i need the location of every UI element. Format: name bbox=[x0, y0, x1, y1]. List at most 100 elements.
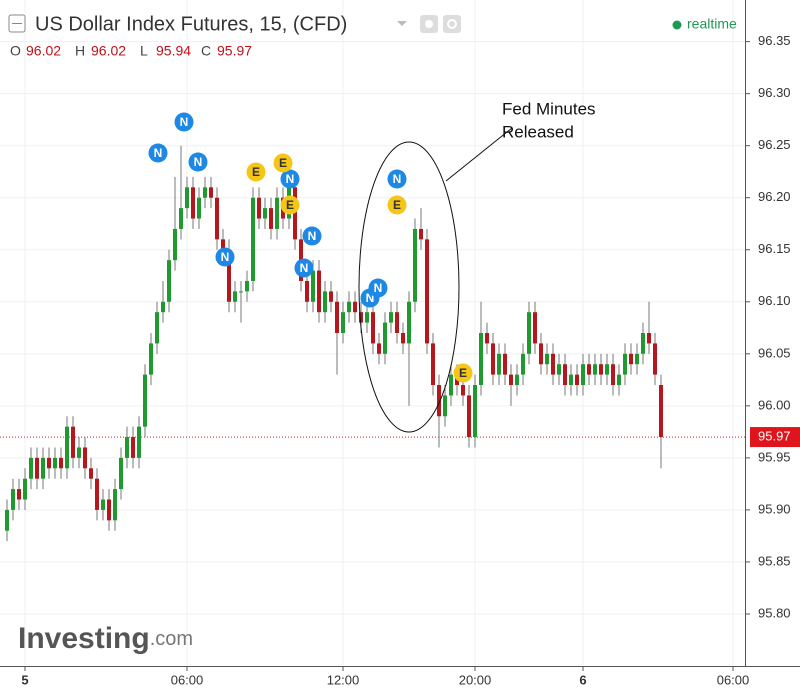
candle-body bbox=[185, 187, 189, 209]
candle-body bbox=[245, 280, 249, 292]
candle-body bbox=[437, 385, 441, 417]
event-label: N bbox=[286, 172, 295, 186]
candle-body bbox=[11, 489, 15, 510]
candle-body bbox=[605, 364, 609, 375]
watermark-domain: .com bbox=[150, 628, 193, 650]
event-marker[interactable] bbox=[148, 143, 168, 163]
ohlc-value: 95.97 bbox=[217, 43, 252, 59]
event-marker[interactable] bbox=[280, 169, 300, 189]
y-tick-label: 95.80 bbox=[758, 605, 791, 620]
candle-body bbox=[593, 364, 597, 375]
candle-body bbox=[221, 239, 225, 250]
event-label: N bbox=[308, 229, 317, 243]
ohlc-value: 96.02 bbox=[26, 43, 61, 59]
candle-body bbox=[509, 374, 513, 386]
annotation-line bbox=[445, 127, 513, 182]
candle-body bbox=[239, 291, 243, 293]
event-marker[interactable] bbox=[246, 162, 266, 182]
event-label: N bbox=[300, 261, 309, 275]
event-label: E bbox=[286, 198, 294, 212]
ohlc-label: C bbox=[201, 43, 211, 59]
candle-body bbox=[419, 228, 423, 240]
candle-body bbox=[23, 478, 27, 500]
candle-body bbox=[131, 437, 135, 458]
axis-labels: 95.80 95.85 95.90 95.95 96.00 96.05 96.10 96.15… bbox=[21, 33, 800, 687]
collapse-icon[interactable] bbox=[8, 14, 26, 33]
candle-body bbox=[443, 395, 447, 417]
candle-body bbox=[113, 489, 117, 521]
settings-icon-gear bbox=[447, 19, 457, 29]
candle-body bbox=[323, 291, 327, 313]
event-marker[interactable] bbox=[280, 195, 300, 215]
candle-body bbox=[335, 301, 339, 333]
x-tick-label: 6 bbox=[579, 672, 586, 687]
ohlc-value: 95.94 bbox=[156, 43, 191, 59]
event-marker[interactable] bbox=[453, 363, 473, 383]
x-tick-label: 06:00 bbox=[717, 672, 750, 687]
candle-body bbox=[557, 364, 561, 375]
event-label: E bbox=[393, 198, 401, 212]
event-marker[interactable] bbox=[273, 153, 293, 173]
candle-body bbox=[209, 187, 213, 198]
candle-body bbox=[251, 197, 255, 281]
candle-body bbox=[521, 353, 525, 375]
event-label: N bbox=[374, 281, 383, 295]
candle-body bbox=[647, 333, 651, 344]
x-tick-label: 06:00 bbox=[171, 672, 204, 687]
candle-body bbox=[473, 385, 477, 438]
candle-body bbox=[347, 301, 351, 313]
settings-icon[interactable] bbox=[443, 15, 461, 33]
event-marker[interactable] bbox=[174, 112, 194, 132]
candle-body bbox=[581, 364, 585, 386]
event-marker[interactable] bbox=[302, 226, 322, 246]
event-label: N bbox=[366, 291, 375, 305]
candle-body bbox=[191, 187, 195, 219]
event-marker[interactable] bbox=[188, 152, 208, 172]
candle-body bbox=[635, 353, 639, 365]
candle-body bbox=[47, 457, 51, 469]
last-price-tag bbox=[750, 427, 800, 448]
candle-body bbox=[587, 364, 591, 375]
candle-body bbox=[293, 187, 297, 240]
ohlc-label: O bbox=[10, 43, 21, 59]
event-marker[interactable] bbox=[215, 247, 235, 267]
event-label: N bbox=[180, 115, 189, 129]
event-marker[interactable] bbox=[387, 169, 407, 189]
y-tick-label: 96.20 bbox=[758, 189, 791, 204]
candle-body bbox=[29, 457, 33, 479]
candle-body bbox=[431, 343, 435, 386]
candle-body bbox=[215, 197, 219, 240]
candle-body bbox=[137, 426, 141, 458]
x-tick-label: 5 bbox=[21, 672, 28, 687]
candle-body bbox=[59, 457, 63, 469]
candle-body bbox=[65, 426, 69, 469]
event-label: N bbox=[154, 146, 163, 160]
candle-body bbox=[449, 374, 453, 396]
ohlc-label: L bbox=[140, 43, 148, 59]
candle-body bbox=[599, 364, 603, 375]
candle-body bbox=[53, 457, 57, 469]
candle-body bbox=[233, 291, 237, 302]
candle-body bbox=[227, 249, 231, 302]
y-tick-label: 96.30 bbox=[758, 85, 791, 100]
dropdown-icon[interactable] bbox=[397, 21, 407, 26]
candle-body bbox=[491, 343, 495, 375]
event-marker[interactable] bbox=[294, 258, 314, 278]
candle-body bbox=[269, 208, 273, 229]
event-label: E bbox=[279, 156, 287, 170]
event-marker[interactable] bbox=[387, 195, 407, 215]
event-marker[interactable] bbox=[368, 278, 388, 298]
eye-icon-pupil bbox=[425, 20, 433, 28]
candle-body bbox=[155, 312, 159, 344]
candle-body bbox=[659, 385, 663, 438]
candle-body bbox=[167, 260, 171, 302]
realtime-dot bbox=[672, 20, 682, 30]
candle-body bbox=[617, 374, 621, 386]
candle-body bbox=[467, 395, 471, 438]
candle-body bbox=[257, 197, 261, 219]
candle-body bbox=[77, 447, 81, 458]
candle-body bbox=[365, 312, 369, 323]
candle-body bbox=[263, 208, 267, 219]
watermark: Investing.com bbox=[18, 622, 193, 655]
